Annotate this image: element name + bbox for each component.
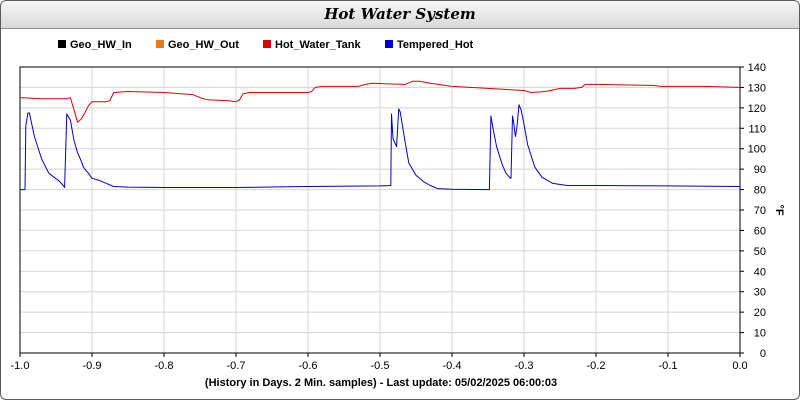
legend-label: Geo_HW_Out bbox=[168, 39, 239, 51]
y-tick-label: 120 bbox=[748, 103, 766, 115]
y-tick-label: 30 bbox=[754, 287, 766, 299]
y-tick-label: 90 bbox=[754, 164, 766, 176]
y-tick-label: 140 bbox=[748, 62, 766, 74]
legend-item: Geo_HW_Out bbox=[156, 39, 239, 51]
x-tick-label: -0.8 bbox=[155, 360, 174, 372]
y-tick-label: 80 bbox=[754, 185, 766, 197]
chart-title: Hot Water System bbox=[324, 5, 476, 23]
grid bbox=[19, 66, 741, 354]
legend-label: Hot_Water_Tank bbox=[275, 39, 361, 51]
legend-swatch bbox=[385, 40, 393, 48]
title-bar: Hot Water System bbox=[1, 1, 799, 29]
y-tick-label: 70 bbox=[754, 205, 766, 217]
y-tick-label: 100 bbox=[748, 144, 766, 156]
x-axis: -1.0 -0.9 -0.8 -0.7 -0.6 -0.5 -0.4 -0.3 -0.2 -0.1… bbox=[11, 353, 748, 372]
x-axis-caption: (History in Days. 2 Min. samples) - Last… bbox=[205, 377, 557, 389]
legend: Geo_HW_In Geo_HW_Out Hot_Water_Tank Tempere… bbox=[58, 39, 474, 51]
x-tick-label: -0.6 bbox=[299, 360, 318, 372]
x-tick-label: -0.2 bbox=[587, 360, 606, 372]
series-lines bbox=[19, 80, 741, 191]
y-tick-label: 50 bbox=[754, 246, 766, 258]
legend-swatch bbox=[58, 40, 66, 48]
legend-swatch bbox=[156, 40, 164, 48]
y-axis: 0 10 20 30 40 50 60 70 80 90 100 110 120 130 140 bbox=[740, 62, 766, 360]
x-tick-label: -0.4 bbox=[443, 360, 462, 372]
y-tick-label: 60 bbox=[754, 225, 766, 237]
legend-label: Geo_HW_In bbox=[70, 39, 132, 51]
y-tick-label: 110 bbox=[748, 123, 766, 135]
x-tick-label: -0.5 bbox=[371, 360, 390, 372]
series-line bbox=[19, 80, 741, 123]
series-line bbox=[20, 104, 741, 191]
legend-item: Tempered_Hot bbox=[385, 39, 474, 51]
legend-item: Geo_HW_In bbox=[58, 39, 132, 51]
x-tick-label: -0.9 bbox=[83, 360, 102, 372]
y-tick-label: 20 bbox=[754, 307, 766, 319]
y-tick-label: 40 bbox=[754, 266, 766, 278]
legend-item: Hot_Water_Tank bbox=[263, 39, 361, 51]
y-tick-label: 10 bbox=[754, 328, 766, 340]
x-tick-label: -0.7 bbox=[227, 360, 246, 372]
x-tick-label: 0.0 bbox=[732, 360, 747, 372]
x-tick-label: -0.1 bbox=[659, 360, 678, 372]
x-tick-label: -0.3 bbox=[515, 360, 534, 372]
legend-label: Tempered_Hot bbox=[397, 39, 474, 51]
y-tick-label: 130 bbox=[748, 82, 766, 94]
y-axis-label: °F bbox=[773, 204, 785, 215]
legend-swatch bbox=[263, 40, 271, 48]
x-tick-label: -1.0 bbox=[11, 360, 30, 372]
y-tick-label: 0 bbox=[760, 348, 766, 360]
